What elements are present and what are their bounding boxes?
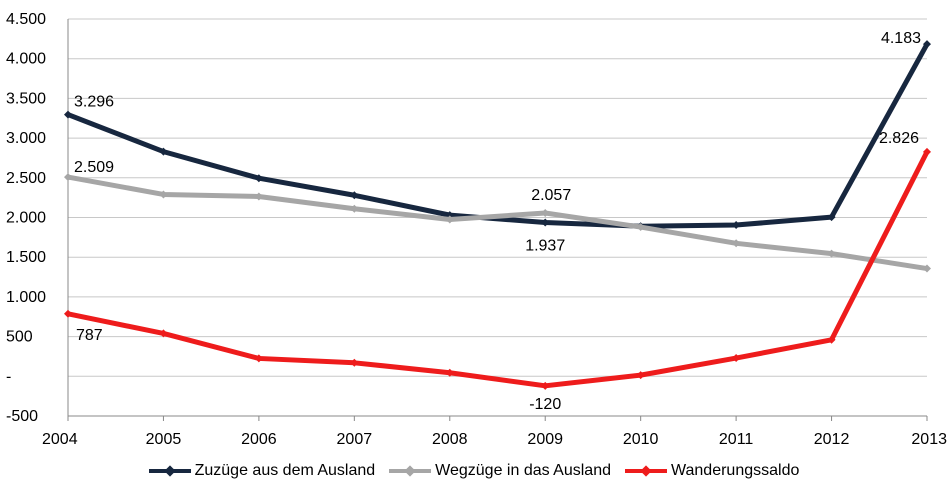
series-line-0 <box>65 41 930 229</box>
series-marker-2 <box>159 329 168 338</box>
series-marker-0 <box>350 191 359 200</box>
y-tick-label: 3.000 <box>6 130 46 147</box>
series-marker-1 <box>350 204 359 213</box>
y-tick-label: 500 <box>6 329 33 346</box>
legend-item-zuzuege: Zuzüge aus dem Ausland <box>148 462 376 480</box>
y-tick-label: -500 <box>6 408 38 425</box>
data-label: 1.937 <box>525 238 565 255</box>
data-label: 4.183 <box>881 30 921 47</box>
x-tick-label: 2004 <box>42 431 78 448</box>
y-tick-label: 4.000 <box>6 51 46 68</box>
series-marker-2 <box>445 368 454 377</box>
series-marker-2 <box>923 147 931 156</box>
x-tick-label: 2007 <box>337 431 373 448</box>
data-label: 2.826 <box>879 130 919 147</box>
series-marker-1 <box>732 239 741 248</box>
series-marker-1 <box>445 215 454 224</box>
legend-item-wegzuege: Wegzüge in das Ausland <box>389 462 611 480</box>
y-tick-label: 2.000 <box>6 210 46 227</box>
series-marker-2 <box>541 381 550 390</box>
y-tick-label: 4.500 <box>6 11 46 28</box>
data-label: 787 <box>76 327 103 344</box>
x-tick-label: 2009 <box>527 431 563 448</box>
data-label: 3.296 <box>74 94 114 111</box>
legend-swatch-wegzuege <box>389 469 432 473</box>
series-lines <box>64 40 931 390</box>
series-marker-0 <box>732 221 741 230</box>
legend-label-wegzuege: Wegzüge in das Ausland <box>435 462 611 479</box>
y-tick-label: 2.500 <box>6 170 46 187</box>
series-marker-2 <box>732 354 741 363</box>
y-axis: 4.500 4.000 3.500 3.000 2.500 2.000 1.500 1.000… <box>6 11 69 425</box>
x-tick-label: 2005 <box>146 431 182 448</box>
legend-label-saldo: Wanderungssaldo <box>671 462 800 479</box>
series-marker-1 <box>541 208 550 217</box>
legend-label-zuzuege: Zuzüge aus dem Ausland <box>194 462 376 479</box>
series-marker-0 <box>827 213 836 222</box>
series-marker-0 <box>923 40 931 49</box>
x-tick-label: 2008 <box>432 431 468 448</box>
series-marker-0 <box>254 174 263 183</box>
series-marker-0 <box>64 110 72 119</box>
series-marker-1 <box>254 192 263 201</box>
series-marker-2 <box>350 358 359 367</box>
series-marker-2 <box>64 309 72 318</box>
x-axis: 2004 2005 2006 2007 2008 2009 2010 2011 2012 2013 <box>42 415 947 448</box>
data-label: 2.057 <box>531 187 571 204</box>
legend-swatch-saldo <box>625 469 667 473</box>
x-tick-label: 2010 <box>623 431 659 448</box>
x-tick-label: 2013 <box>911 431 947 448</box>
series-marker-2 <box>827 335 836 344</box>
series-line-2 <box>65 149 930 389</box>
series-marker-1 <box>923 264 931 273</box>
data-label: -120 <box>529 396 561 413</box>
series-line-1 <box>65 174 930 272</box>
legend: Zuzüge aus dem Ausland Wegzüge in das Au… <box>0 462 948 480</box>
legend-swatch-zuzuege <box>148 469 191 473</box>
data-label: 2.509 <box>74 159 114 176</box>
x-tick-label: 2011 <box>719 431 754 448</box>
series-marker-1 <box>64 173 72 182</box>
legend-item-saldo: Wanderungssaldo <box>625 462 799 480</box>
series-marker-2 <box>254 354 263 363</box>
series-marker-0 <box>159 147 168 156</box>
series-marker-1 <box>159 190 168 199</box>
series-marker-1 <box>827 249 836 258</box>
x-tick-label: 2006 <box>241 431 277 448</box>
series-marker-0 <box>541 218 550 227</box>
y-tick-label: 1.500 <box>6 249 46 266</box>
y-tick-label: - <box>6 368 11 385</box>
y-tick-label: 1.000 <box>6 289 46 306</box>
x-tick-label: 2012 <box>814 431 850 448</box>
series-marker-2 <box>636 371 645 380</box>
data-labels: 3.296 1.937 4.183 2.509 2.057 787 -120 2.826 <box>74 30 921 413</box>
y-tick-label: 3.500 <box>6 90 46 107</box>
series-marker-1 <box>636 223 645 232</box>
